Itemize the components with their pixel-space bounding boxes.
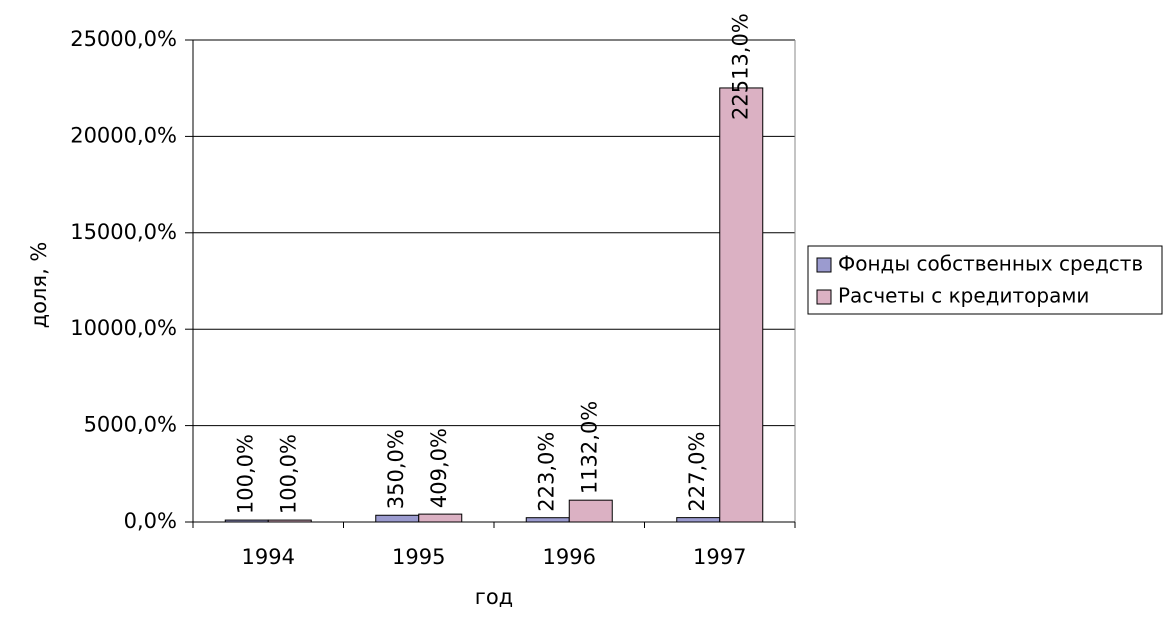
bar [719,87,764,523]
bar [525,517,570,523]
bar [676,517,721,523]
x-axis-label: год [475,585,513,609]
value-label: 100,0% [277,434,301,514]
value-label: 22513,0% [728,13,752,120]
value-label: 350,0% [384,429,408,509]
y-tick-label: 15000,0% [70,220,177,244]
legend-swatch [816,289,832,305]
y-tick-label: 20000,0% [70,123,177,147]
legend-label: Фонды собственных средств [838,252,1143,276]
bar [418,513,463,523]
bar [568,499,613,523]
y-tick-label: 10000,0% [70,316,177,340]
x-tick-label: 1996 [543,545,596,569]
y-axis-label: доля, % [27,242,51,329]
x-tick-label: 1995 [392,545,445,569]
value-label: 409,0% [427,428,451,508]
y-tick-label: 0,0% [124,509,177,533]
value-label: 223,0% [535,432,559,512]
x-tick-label: 1994 [242,545,295,569]
y-tick-label: 25000,0% [70,27,177,51]
y-tick-label: 5000,0% [84,413,177,437]
value-label: 100,0% [234,434,258,514]
legend-swatch [816,257,832,273]
x-tick-label: 1997 [693,545,746,569]
legend-box [807,245,1163,315]
bar [375,514,420,523]
value-label: 1132,0% [578,401,602,494]
legend-label: Расчеты с кредиторами [838,284,1089,308]
value-label: 227,0% [685,432,709,512]
